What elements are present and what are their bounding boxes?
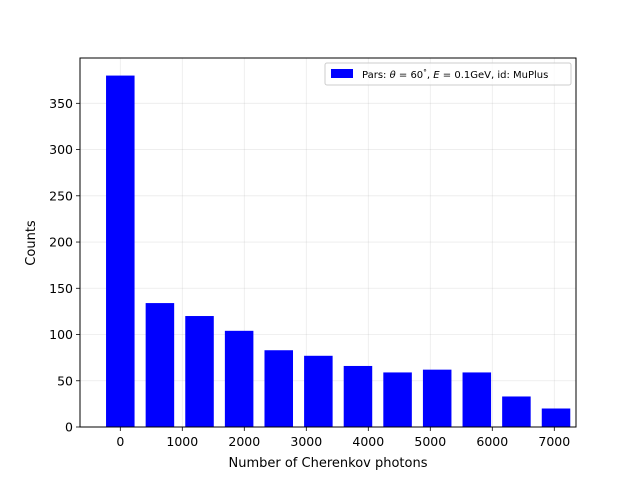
legend-energy-symbol: E xyxy=(433,70,440,81)
y-tick-label: 100 xyxy=(49,327,73,342)
bar xyxy=(422,369,452,427)
x-tick-label: 5000 xyxy=(414,434,446,449)
legend-energy-value: = 0.1GeV, id: MuPlus xyxy=(440,70,549,81)
bar xyxy=(145,303,175,427)
bar xyxy=(106,75,135,428)
x-axis: 0 1000 2000 3000 4000 5000 6000 7000 xyxy=(116,427,570,449)
y-tick-label: 0 xyxy=(65,420,73,435)
x-tick-label: 3000 xyxy=(290,434,322,449)
x-tick-label: 1000 xyxy=(166,434,198,449)
legend-box xyxy=(324,62,572,86)
legend-degree: ° xyxy=(423,68,427,77)
bar xyxy=(502,396,531,427)
bar xyxy=(343,365,373,427)
x-axis-label: Number of Cherenkov photons xyxy=(229,456,428,471)
y-tick-label: 50 xyxy=(57,373,73,388)
bar xyxy=(185,316,214,427)
y-tick-label: 300 xyxy=(49,142,73,157)
legend-comma: , xyxy=(427,70,433,81)
x-tick-label: 7000 xyxy=(538,434,570,449)
x-tick-label: 4000 xyxy=(352,434,384,449)
bar xyxy=(462,372,492,427)
y-axis: 0 50 100 150 200 250 300 350 xyxy=(49,96,80,435)
y-tick-label: 250 xyxy=(49,188,73,203)
legend: Pars: θ = 60°, E = 0.1GeV, id: MuPlus xyxy=(324,62,572,86)
legend-theta-value: = 60 xyxy=(396,70,423,81)
bar xyxy=(383,372,412,427)
y-tick-label: 150 xyxy=(49,281,73,296)
y-tick-label: 200 xyxy=(49,235,73,250)
legend-label: Pars: θ = 60°, E = 0.1GeV, id: MuPlus xyxy=(362,68,548,81)
y-axis-label: Counts xyxy=(24,220,39,266)
legend-swatch xyxy=(331,69,353,78)
plot-frame xyxy=(79,57,577,428)
x-tick-label: 2000 xyxy=(228,434,260,449)
bar xyxy=(541,408,571,427)
x-tick-label: 6000 xyxy=(476,434,508,449)
bar xyxy=(224,330,254,427)
legend-theta-symbol: θ xyxy=(390,70,396,81)
legend-prefix: Pars: xyxy=(362,70,390,81)
bars xyxy=(106,75,571,428)
bar xyxy=(264,350,294,427)
bar xyxy=(304,355,333,427)
x-tick-label: 0 xyxy=(116,434,124,449)
y-tick-label: 350 xyxy=(49,96,73,111)
